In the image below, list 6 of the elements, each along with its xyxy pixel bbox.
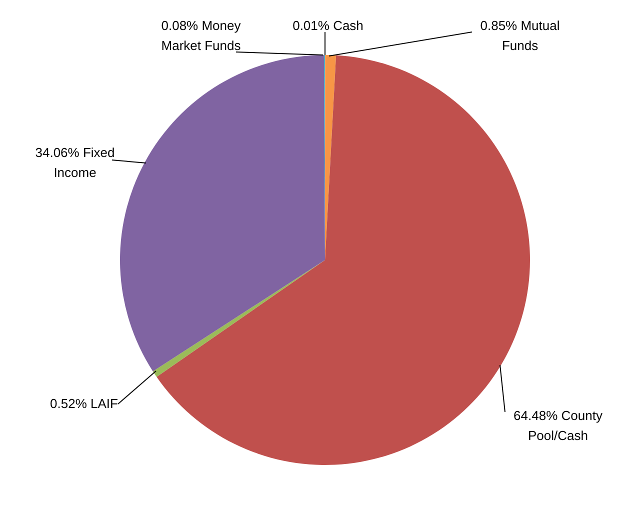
slice-label: 0.01% Cash <box>292 18 364 33</box>
slice-label: 0.85% Mutual Funds <box>480 18 560 53</box>
slice-label: 64.48% County Pool/Cash <box>514 408 603 443</box>
slice-label: 0.52% LAIF <box>50 396 118 411</box>
slice-label: 0.08% Money Market Funds <box>161 18 242 53</box>
slice-label: 34.06% Fixed Income <box>35 145 115 180</box>
